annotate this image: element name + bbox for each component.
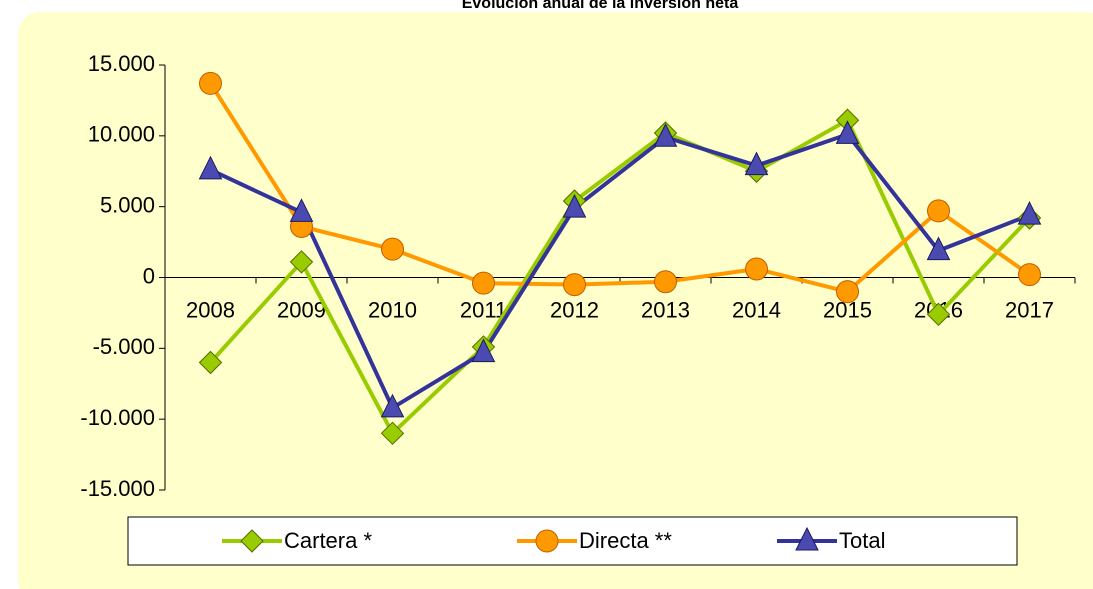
marker	[562, 193, 587, 218]
x-tick-label: 2013	[641, 297, 690, 322]
x-tick-label: 2010	[368, 297, 417, 322]
legend-label: Cartera *	[284, 528, 372, 553]
marker	[795, 526, 819, 551]
x-tick-label: 2012	[550, 297, 599, 322]
marker	[1018, 263, 1041, 287]
x-tick-label: 2017	[1005, 297, 1054, 322]
series-line	[209, 132, 1031, 410]
x-tick-label: 2009	[277, 297, 326, 322]
marker	[240, 529, 264, 553]
marker	[471, 338, 496, 363]
marker	[199, 71, 222, 95]
x-tick-label: 2014	[732, 297, 781, 322]
marker	[836, 280, 859, 304]
y-tick-label: 0	[143, 263, 155, 288]
legend-label: Total	[839, 528, 885, 553]
marker	[289, 250, 314, 274]
marker	[835, 120, 860, 144]
marker	[289, 198, 314, 222]
y-tick-label: 15.000	[88, 51, 155, 76]
marker	[472, 271, 495, 295]
marker	[926, 236, 951, 261]
marker	[654, 270, 677, 294]
x-tick-label: 2008	[186, 297, 235, 322]
y-tick-label: 10.000	[88, 122, 155, 147]
marker	[535, 529, 559, 553]
marker	[198, 350, 223, 375]
marker	[563, 273, 586, 297]
series-line	[208, 82, 1031, 294]
marker	[198, 155, 223, 180]
y-tick-label: -10.000	[80, 405, 155, 430]
marker	[744, 151, 769, 176]
chart-background	[18, 12, 1093, 589]
chart-title: Evolución anual de la inversión neta	[462, 0, 739, 12]
legend-label: Directa **	[579, 528, 672, 553]
marker	[926, 302, 951, 327]
marker	[927, 199, 950, 223]
y-tick-label: 5.000	[100, 192, 155, 217]
marker	[745, 257, 768, 281]
marker	[1017, 201, 1042, 225]
marker	[653, 123, 678, 147]
marker	[380, 393, 405, 418]
y-tick-label: -15.000	[80, 476, 155, 501]
marker	[381, 237, 404, 261]
series-line	[209, 118, 1031, 436]
marker	[380, 421, 405, 446]
y-tick-label: -5.000	[93, 334, 155, 359]
